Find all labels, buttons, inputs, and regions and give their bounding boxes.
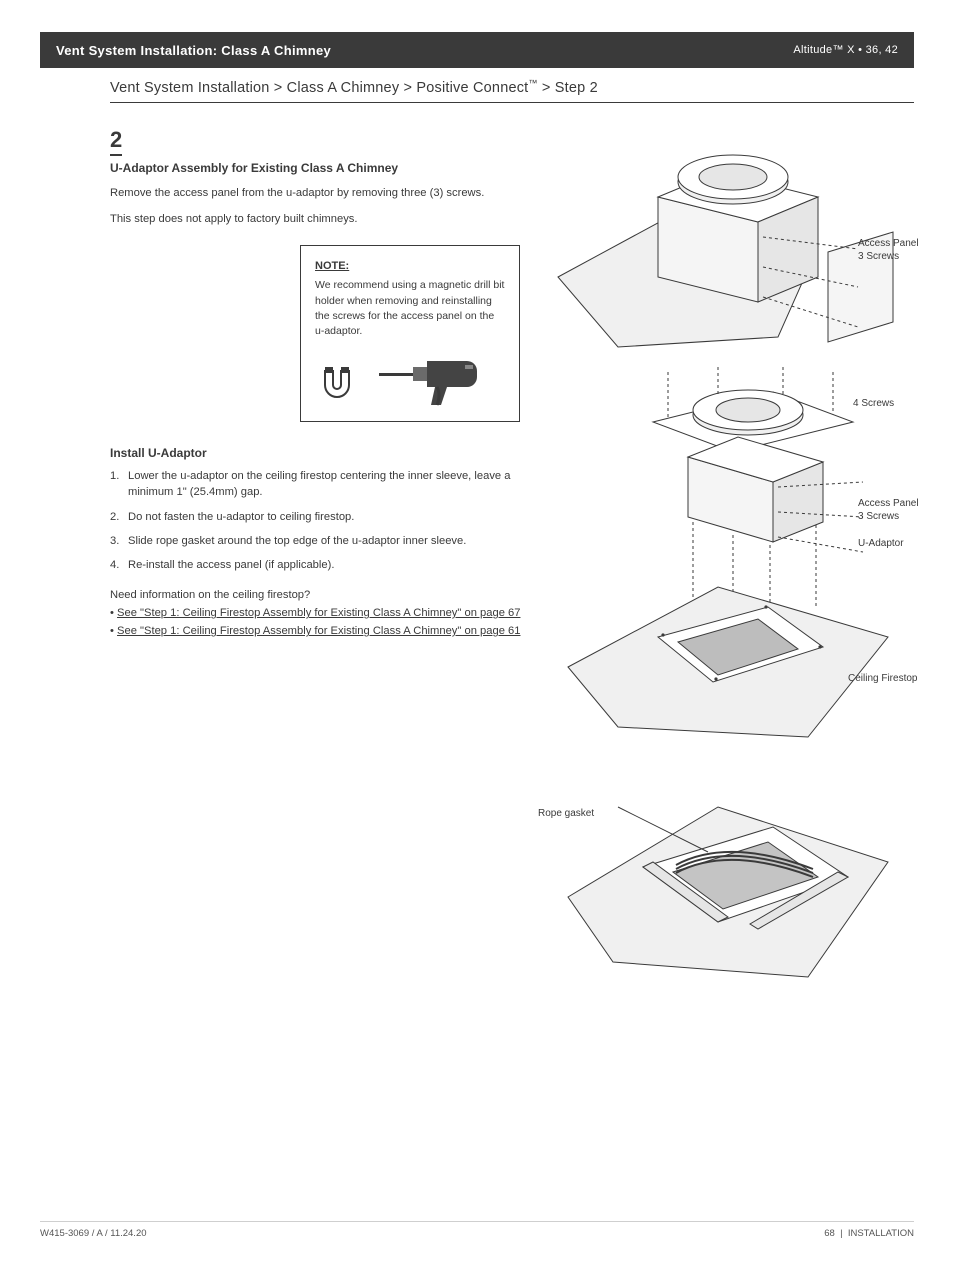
page-footer: W415-3069 / A / 11.24.20 68 | INSTALLATI… <box>40 1221 914 1239</box>
note-body: We recommend using a magnetic drill bit … <box>315 278 505 339</box>
callout-4-screws: 4 Screws <box>853 397 923 411</box>
magnet-icon <box>315 365 359 409</box>
breadcrumb-text: Vent System Installation > Class A Chimn… <box>110 78 598 96</box>
figure-rope-gasket <box>548 747 908 1007</box>
subsection-title: Install U-Adaptor <box>110 446 530 460</box>
footer-doc-id: W415-3069 / A / 11.24.20 <box>40 1228 147 1239</box>
list-item: 4.Re-install the access panel (if applic… <box>110 557 530 573</box>
callout-access-panel: Access Panel3 Screws <box>858 237 948 264</box>
note-box: NOTE: We recommend using a magnetic dril… <box>300 245 520 422</box>
drill-icon <box>379 349 489 409</box>
step-number: 2 <box>110 127 530 153</box>
figure-uadaptor-panel <box>548 127 908 377</box>
step-para-1: Remove the access panel from the u-adapt… <box>110 185 530 201</box>
note-label: NOTE: <box>315 260 505 272</box>
left-column: 2 U-Adaptor Assembly for Existing Class … <box>110 127 530 1007</box>
see-also: Need information on the ceiling firestop… <box>110 587 530 641</box>
figure-column: Access Panel3 Screws <box>548 127 914 1007</box>
step-para-2: This step does not apply to factory buil… <box>110 211 530 227</box>
header-product: Altitude™ X • 36, 42 <box>793 44 898 56</box>
header-bar: Vent System Installation: Class A Chimne… <box>40 32 914 68</box>
footer-section: INSTALLATION <box>848 1228 914 1239</box>
step-title: U-Adaptor Assembly for Existing Class A … <box>110 161 530 175</box>
header-title: Vent System Installation: Class A Chimne… <box>56 43 331 58</box>
list-item: 1.Lower the u-adaptor on the ceiling fir… <box>110 468 530 500</box>
callout-rope-gasket: Rope gasket <box>538 807 628 821</box>
breadcrumb: Vent System Installation > Class A Chimn… <box>110 78 914 103</box>
list-item: 3.Slide rope gasket around the top edge … <box>110 533 530 549</box>
callout-ceiling-firestop: Ceiling Firestop <box>848 672 948 686</box>
callout-u-adaptor: U-Adaptor <box>858 537 948 551</box>
list-item: 2.Do not fasten the u-adaptor to ceiling… <box>110 509 530 525</box>
figure-uadaptor-assembly <box>548 367 908 747</box>
callout-access-panel-2: Access Panel3 Screws <box>858 497 948 524</box>
footer-page-number: 68 <box>824 1228 835 1239</box>
